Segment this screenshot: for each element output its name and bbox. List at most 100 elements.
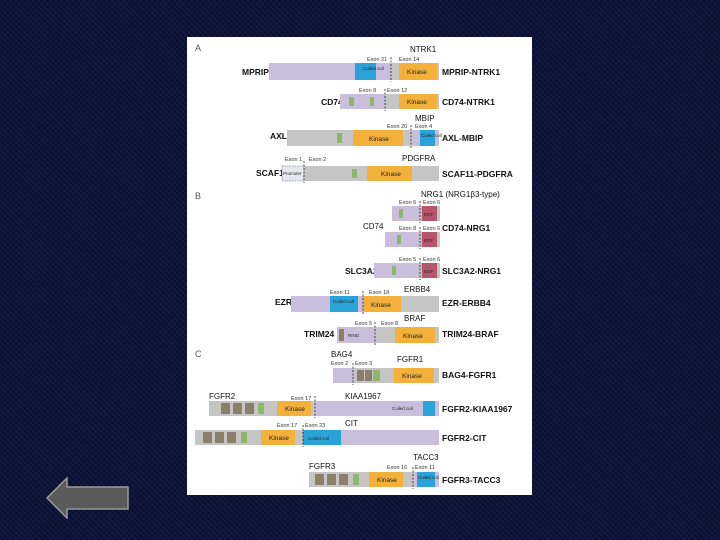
fusion-trim24-braf: BRAF Exon 5 Exon 8 TRIM24 RING Kinase TR… (304, 314, 499, 345)
partner-label: NRG1 (NRG1β3-type) (421, 190, 500, 199)
fusion-name: CD74-NTRK1 (442, 97, 495, 107)
exon-label: Exon 18 (369, 290, 389, 296)
domain-label: Coiled coil (392, 406, 413, 411)
domain-label: EGF (424, 269, 434, 274)
exon-label: Exon 11 (330, 290, 350, 296)
coiled-coil-domain (423, 401, 435, 416)
section-letter-a: A (195, 43, 201, 53)
partner-label: TRIM24 (304, 329, 335, 339)
fusion-name: SLC3A2-NRG1 (442, 266, 501, 276)
kinase-domain (261, 430, 295, 445)
domain-label: Kinase (402, 373, 422, 380)
exon-label: Exon 11 (415, 465, 435, 471)
partner-label: MPRIP (242, 67, 269, 77)
domain-label: Coiled coil (333, 299, 354, 304)
fusion-bag4-fgfr1: BAG4 FGFR1 Exon 2 Exon 3 Kinase BAG4-FGF… (331, 350, 497, 385)
partner-label: BAG4 (331, 350, 353, 359)
section-letter-c: C (195, 349, 202, 359)
fusion-name: CD74-NRG1 (442, 223, 490, 233)
fusion-fgfr3-tacc3: FGFR3 TACC3 Exon 16 Exon 11 Kinase Coile… (309, 453, 501, 489)
exon-label: Exon 6 (423, 257, 440, 263)
fusion-name: FGFR2-KIAA1967 (442, 404, 513, 414)
kinase-domain (277, 401, 311, 416)
kinase-domain (353, 130, 403, 146)
kinase-domain (395, 327, 435, 343)
partner-label: FGFR1 (397, 355, 424, 364)
exon-label: Exon 6 (423, 200, 440, 206)
exon-label: Exon 20 (387, 124, 407, 130)
exon-label: Exon 5 (355, 321, 372, 327)
kinase-domain (399, 94, 437, 109)
coiled-coil-domain (362, 63, 376, 80)
domain-label: Kinase (371, 302, 391, 309)
exon-label: Exon 1 (285, 157, 302, 163)
domain-label: Coiled coil (418, 475, 439, 480)
partner-label: BRAF (404, 314, 425, 323)
kinase-domain (367, 166, 412, 181)
kinase-domain (369, 472, 403, 487)
fusion-name: BAG4-FGFR1 (442, 370, 497, 380)
egf-domain (422, 206, 437, 221)
exon-label: Exon 3 (355, 361, 372, 367)
domain-label: Coiled coil (308, 436, 329, 441)
fusion-name: MPRIP-NTRK1 (442, 67, 500, 77)
exon-label: Exon 2 (309, 157, 326, 163)
fusion-name: EZR-ERBB4 (442, 298, 491, 308)
partner-label: TACC3 (413, 453, 439, 462)
fusion-ezr-erbb4: ERBB4 Exon 11 Exon 18 EZR Coiled coil Ki… (275, 285, 491, 314)
fusion-fgfr2-kiaa1967: FGFR2 KIAA1967 Exon 17 Kinase Coiled coi… (209, 392, 513, 418)
exon-label: Exon 14 (399, 57, 419, 63)
coiled-coil-domain (330, 296, 358, 312)
partner-label: CD74 (363, 222, 384, 231)
egf-domain (422, 232, 437, 247)
domain-label: Kinase (377, 477, 397, 484)
domain-label: RING (348, 333, 360, 338)
fusion-scaf11-pdgfra: PDGFRA Exon 1 Exon 2 SCAF11 Promoter Kin… (256, 154, 513, 183)
fusion-mprip-ntrk1: NTRK1 Exon 21 Exon 14 MPRIP Coiled coil … (242, 45, 500, 82)
domain-label: Coiled coil (363, 66, 384, 71)
egf-domain (422, 263, 437, 278)
fusion-axl-mbip: MBIP Exon 20 Exon 4 AXL Kinase Coiled co… (270, 114, 483, 148)
fusion-diagram-figure: .lab { font-size:8.5px; fill:#111; font-… (187, 37, 532, 495)
domain-label: Kinase (407, 99, 427, 106)
exon-label: Exon 8 (399, 226, 416, 232)
partner-label: SCAF11 (256, 168, 288, 178)
domain-label: Kinase (285, 406, 305, 413)
domain-label: EGF (424, 212, 434, 217)
exon-label: Exon 8 (359, 88, 376, 94)
coiled-coil-domain (417, 472, 435, 487)
fusion-name: FGFR2-CIT (442, 433, 487, 443)
exon-label: Exon 5 (399, 257, 416, 263)
partner-label: ERBB4 (404, 285, 431, 294)
domain-label: Promoter (283, 171, 302, 176)
partner-label: FGFR2 (209, 392, 236, 401)
domain-label: Kinase (403, 333, 423, 340)
fusion-name: AXL-MBIP (442, 133, 483, 143)
fusion-cd74-ntrk1: Exon 8 Exon 12 CD74 Kinase CD74-NTRK1 (321, 88, 495, 111)
kinase-domain (394, 368, 434, 383)
fusion-slc3a2-nrg1: Exon 5 Exon 6 SLC3A2 EGF SLC3A2-NRG1 (345, 257, 501, 280)
exon-label: Exon 6 (399, 200, 416, 206)
partner-label: CIT (345, 419, 358, 428)
fusion-fgfr2-cit: CIT Exon 17 Exon 23 Kinase Coiled coil F… (195, 419, 487, 447)
domain-label: Kinase (369, 136, 389, 143)
partner-label: PDGFRA (402, 154, 436, 163)
fusion-name: SCAF11-PDGFRA (442, 169, 513, 179)
domain-label: EGF (424, 238, 434, 243)
partner-label: AXL (270, 131, 287, 141)
exon-label: Exon 12 (387, 88, 407, 94)
exon-label: Exon 4 (415, 124, 432, 130)
coiled-coil-domain (303, 430, 341, 445)
promoter-region (281, 165, 305, 182)
exon-label: Exon 2 (331, 361, 348, 367)
back-button[interactable] (46, 477, 130, 519)
ring-domain (345, 329, 365, 341)
exon-label: Exon 21 (367, 57, 387, 63)
kinase-domain (363, 296, 401, 312)
partner-label: KIAA1967 (345, 392, 382, 401)
fusion-name: FGFR3-TACC3 (442, 475, 501, 485)
exon-label: Exon 23 (305, 423, 325, 429)
nrg1-reference: NRG1 (NRG1β3-type) Exon 6 Exon 6 EGF (392, 190, 500, 223)
domain-label: Kinase (407, 69, 427, 76)
exon-label: Exon 6 (423, 226, 440, 232)
